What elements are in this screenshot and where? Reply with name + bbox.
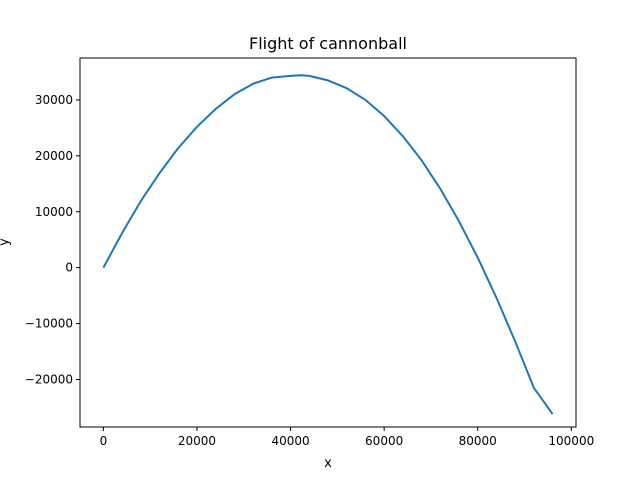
y-tick-label: −10000 bbox=[25, 317, 73, 331]
chart-title: Flight of cannonball bbox=[249, 34, 407, 53]
y-tick-label: 30000 bbox=[35, 93, 73, 107]
y-axis-ticks: −20000 −10000 0 10000 20000 30000 bbox=[25, 93, 80, 386]
plot-frame bbox=[79, 57, 577, 428]
trajectory-line bbox=[102, 74, 554, 415]
x-tick-label: 100000 bbox=[548, 434, 594, 448]
x-tick-label: 20000 bbox=[178, 434, 216, 448]
plot-area bbox=[102, 74, 554, 415]
x-tick-label: 60000 bbox=[365, 434, 403, 448]
y-axis-label: y bbox=[0, 238, 12, 246]
y-tick-label: −20000 bbox=[25, 372, 73, 386]
y-tick-label: 0 bbox=[65, 261, 73, 275]
x-axis-ticks: 0 20000 40000 60000 80000 100000 bbox=[100, 427, 594, 448]
y-tick-label: 10000 bbox=[35, 205, 73, 219]
x-tick-label: 0 bbox=[100, 434, 108, 448]
x-tick-label: 80000 bbox=[459, 434, 497, 448]
x-axis-label: x bbox=[324, 456, 332, 471]
y-tick-label: 20000 bbox=[35, 149, 73, 163]
x-tick-label: 40000 bbox=[271, 434, 309, 448]
